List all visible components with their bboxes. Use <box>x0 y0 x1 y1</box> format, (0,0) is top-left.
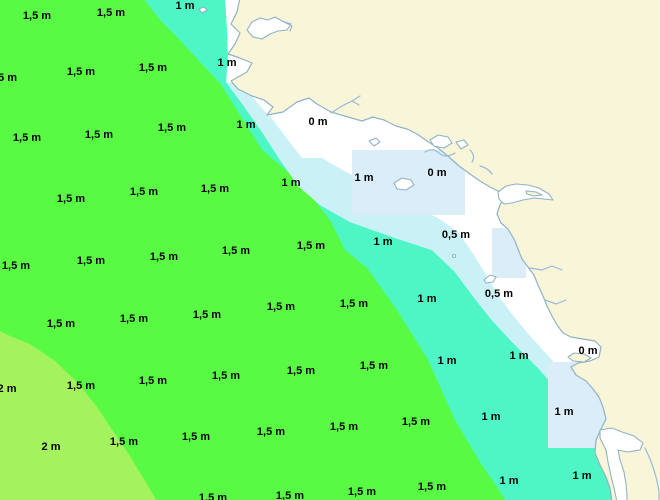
depth-label: 1,5 m <box>56 193 86 205</box>
zone-1-5m <box>0 0 506 500</box>
island-low <box>483 274 497 284</box>
depth-label: 0 m <box>427 167 447 179</box>
depth-label: 1,5 m <box>200 183 230 195</box>
depth-label: 1 m <box>509 350 529 362</box>
depth-label: 1,5 m <box>192 309 222 321</box>
depth-label: 1,5 m <box>119 313 149 325</box>
depth-label: 1 m <box>437 355 457 367</box>
depth-label: 1,5 m <box>109 436 139 448</box>
depth-label: 0,5 m <box>484 288 514 300</box>
depth-label: 1,5 m <box>66 380 96 392</box>
depth-label: 1,5 m <box>149 251 179 263</box>
depth-label: 1,5 m <box>275 490 305 500</box>
depth-label: 1,5 m <box>359 360 389 372</box>
depth-label: 1,5 m <box>66 66 96 78</box>
depth-label: 1 m <box>281 177 301 189</box>
depth-label: 1 m <box>354 172 374 184</box>
bay-islet <box>567 352 592 363</box>
depth-label: 0 m <box>308 116 328 128</box>
depth-label: 1,5 m <box>76 255 106 267</box>
stream-north <box>330 95 361 114</box>
estuary-islet <box>525 190 543 197</box>
depth-label: 1 m <box>481 411 501 423</box>
depth-label: 1 m <box>417 293 437 305</box>
depth-label: 1,5 m <box>138 62 168 74</box>
depth-label: 1,5 m <box>84 129 114 141</box>
estuary <box>497 183 554 205</box>
depth-label: 1,5 m <box>1 260 31 272</box>
depth-label: 1,5 m <box>96 7 126 19</box>
depth-label: 1,5 m <box>329 421 359 433</box>
depth-label: 1 m <box>236 119 256 131</box>
depth-label: 0 m <box>578 345 598 357</box>
marsh-islet-a <box>429 134 453 149</box>
depth-label: 1 m <box>572 470 592 482</box>
island-dot <box>452 254 456 258</box>
island-mid <box>393 177 415 191</box>
channel-corner <box>644 447 660 500</box>
depth-label: 0,5 m <box>441 229 471 241</box>
depth-label: 1 m <box>217 57 237 69</box>
lake <box>246 16 292 40</box>
depth-label: 1,5 m <box>211 370 241 382</box>
marsh-islet-b <box>455 139 469 150</box>
depth-label: 1,5 m <box>12 132 42 144</box>
zone-2m <box>0 331 157 500</box>
depth-label: 1,5 m <box>181 431 211 443</box>
depth-label: 1,5 m <box>157 122 187 134</box>
depth-label: 2 m <box>41 441 61 453</box>
depth-label: 1,5 m <box>129 186 159 198</box>
depth-label: 1,5 m <box>256 426 286 438</box>
depth-label: 1,5 m <box>22 10 52 22</box>
depth-label: 1,5 m <box>0 72 18 84</box>
depth-label: 1,5 m <box>339 298 369 310</box>
depth-label: 1,5 m <box>286 365 316 377</box>
island-small <box>368 137 381 147</box>
depth-label: 1,5 m <box>198 492 228 500</box>
depth-label: 1,5 m <box>138 375 168 387</box>
depth-label: 1,5 m <box>347 486 377 498</box>
depth-label: 1,5 m <box>401 416 431 428</box>
depth-label: 1 m <box>175 0 195 12</box>
stream-south-a <box>529 265 567 305</box>
depth-label: 1 m <box>499 475 519 487</box>
stream-marsh-a <box>424 149 493 175</box>
lagoon <box>599 427 644 500</box>
depth-label: 1,5 m <box>296 240 326 252</box>
depth-label: 1,5 m <box>266 301 296 313</box>
depth-label: 1,5 m <box>417 481 447 493</box>
zone-0-5m <box>226 82 618 500</box>
lake-arm <box>281 20 293 32</box>
depth-label: 1 m <box>554 406 574 418</box>
island-top <box>198 6 208 14</box>
land-mainland <box>227 0 660 500</box>
depth-label: 1,5 m <box>221 245 251 257</box>
depth-label: 1,5 m <box>46 318 76 330</box>
depth-label: 1 m <box>373 236 393 248</box>
depth-label: 2 m <box>0 383 17 395</box>
